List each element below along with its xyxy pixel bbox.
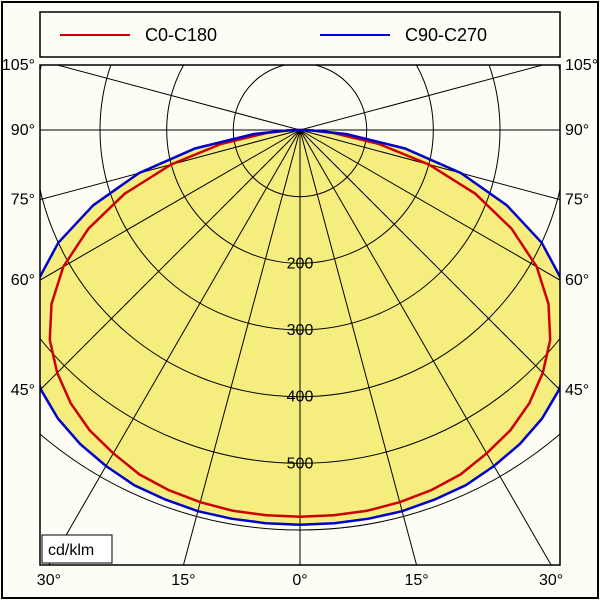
legend-label: C90-C270 [405,25,487,45]
angle-label: 15° [171,572,195,589]
angle-label: 60° [565,272,589,289]
angle-label: 60° [11,272,35,289]
polar-chart-svg: 200 300 400 500 30° 15° 0° 15° 30° 45° 45° 60° 60° 75… [0,0,600,600]
polar-chart-container: { "chart": { "type": "polar", "width": 6… [0,0,600,600]
legend-label: C0-C180 [145,25,217,45]
angle-label: 45° [565,382,589,399]
radial-label: 400 [287,389,314,406]
angle-label: 15° [404,572,428,589]
radial-label: 500 [287,455,314,472]
radial-label: 200 [287,255,314,272]
angle-label: 105° [2,57,35,74]
angle-label: 45° [11,382,35,399]
radial-label: 300 [287,322,314,339]
angle-label: 30° [37,572,61,589]
angle-label: 75° [565,192,589,209]
angle-label: 90° [565,122,589,139]
angle-label: 90° [11,122,35,139]
angle-label: 30° [539,572,563,589]
angle-label: 75° [11,192,35,209]
angle-label: 105° [565,57,598,74]
unit-label: cd/klm [48,542,94,559]
angle-label: 0° [292,572,307,589]
